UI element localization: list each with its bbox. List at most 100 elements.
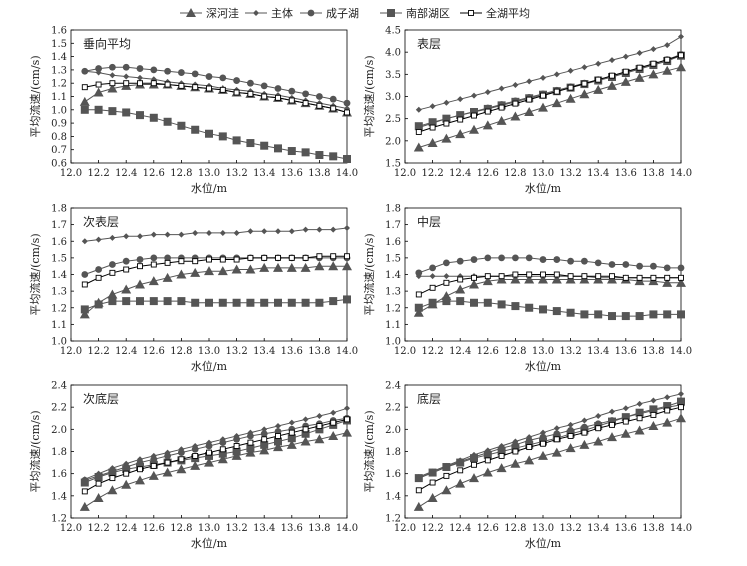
data-point xyxy=(192,84,199,91)
data-point xyxy=(511,302,520,311)
y-tick-label: 1.1 xyxy=(51,320,67,331)
data-point xyxy=(677,264,685,272)
x-tick-label: 14.0 xyxy=(670,168,692,179)
data-point xyxy=(648,69,659,79)
data-point xyxy=(455,129,466,139)
y-tick-label: 1.8 xyxy=(51,204,67,215)
x-tick-label: 13.4 xyxy=(587,523,609,534)
data-point xyxy=(301,298,310,307)
x-tick-label: 13.6 xyxy=(281,346,303,357)
data-point xyxy=(498,273,505,280)
data-point xyxy=(457,467,464,474)
data-point xyxy=(553,256,561,263)
data-point xyxy=(219,229,226,236)
x-tick-label: 13.6 xyxy=(615,168,637,179)
data-point xyxy=(316,93,323,100)
x-tick-label: 12.6 xyxy=(477,346,499,357)
x-tick-label: 13.0 xyxy=(532,168,554,179)
data-point xyxy=(261,93,268,100)
data-point xyxy=(524,107,535,117)
data-point xyxy=(676,62,686,72)
x-tick-label: 12.8 xyxy=(504,523,526,534)
data-point xyxy=(581,429,588,436)
data-point xyxy=(471,112,477,119)
data-point xyxy=(219,256,226,263)
data-point xyxy=(274,144,282,153)
y-tick-label: 3.0 xyxy=(385,92,401,103)
data-point xyxy=(443,99,450,106)
data-point xyxy=(135,279,145,289)
data-point xyxy=(512,254,519,262)
x-tick-label: 13.2 xyxy=(225,346,247,357)
data-point xyxy=(218,132,227,141)
data-point xyxy=(415,269,423,277)
data-point xyxy=(609,273,615,280)
data-point xyxy=(496,463,507,473)
data-point xyxy=(108,468,117,477)
data-point xyxy=(553,88,560,95)
data-point xyxy=(233,89,240,96)
data-point xyxy=(607,80,617,90)
y-tick-label: 1.6 xyxy=(385,237,401,248)
data-point xyxy=(245,264,256,274)
data-point xyxy=(301,429,310,438)
data-point xyxy=(302,416,309,423)
data-point xyxy=(343,155,351,164)
data-point xyxy=(81,67,89,75)
data-point xyxy=(443,120,450,127)
panel-title: 表层 xyxy=(417,37,441,51)
data-point xyxy=(622,261,630,268)
data-point xyxy=(343,99,351,107)
data-point xyxy=(608,417,616,426)
series xyxy=(81,63,351,107)
data-point xyxy=(80,478,89,487)
data-point xyxy=(315,151,324,160)
x-tick-label: 13.0 xyxy=(198,168,220,179)
data-point xyxy=(177,121,186,130)
data-point xyxy=(593,84,604,94)
data-point xyxy=(608,261,616,268)
y-tick-label: 4.5 xyxy=(385,26,401,37)
data-point xyxy=(206,85,212,92)
x-tick-label: 12.2 xyxy=(87,523,109,534)
data-point xyxy=(259,262,270,272)
data-point xyxy=(510,111,521,121)
data-point xyxy=(526,271,533,278)
data-point xyxy=(302,100,309,107)
data-point xyxy=(498,104,505,111)
data-point xyxy=(191,445,199,453)
data-point xyxy=(650,411,657,418)
x-tick-label: 13.0 xyxy=(532,523,554,534)
data-point xyxy=(122,108,131,117)
chart-panel: 12.0 12.2 12.4 12.6 12.8 13.0 13.2 13.4 13.6 13.8… xyxy=(28,381,358,551)
data-point xyxy=(316,102,323,109)
data-point xyxy=(663,310,672,319)
data-point xyxy=(150,66,158,74)
data-point xyxy=(286,262,297,272)
x-tick-label: 13.6 xyxy=(615,523,637,534)
data-point xyxy=(275,433,281,439)
series xyxy=(79,79,352,117)
data-point xyxy=(314,261,325,271)
x-tick-label: 13.8 xyxy=(642,168,664,179)
x-tick-label: 12.8 xyxy=(504,346,526,357)
series xyxy=(413,413,686,511)
data-point xyxy=(95,266,102,273)
data-point xyxy=(581,257,588,265)
data-point xyxy=(415,106,422,113)
x-tick-label: 12.2 xyxy=(87,168,109,179)
data-point xyxy=(192,229,199,236)
data-point xyxy=(190,460,201,470)
x-tick-label: 13.2 xyxy=(225,523,247,534)
chart-panel: 12.0 12.2 12.4 12.6 12.8 13.0 13.2 13.4 13.6 13.8… xyxy=(362,26,692,196)
data-point xyxy=(609,408,615,415)
y-tick-label: 1.5 xyxy=(385,253,401,264)
y-tick-label: 1.7 xyxy=(385,220,401,231)
data-point xyxy=(148,276,159,286)
data-point xyxy=(163,117,172,126)
y-tick-label: 1.6 xyxy=(385,469,401,480)
data-point xyxy=(442,463,451,472)
x-tick-label: 12.6 xyxy=(143,523,165,534)
data-point xyxy=(273,262,283,272)
data-point xyxy=(205,442,213,450)
